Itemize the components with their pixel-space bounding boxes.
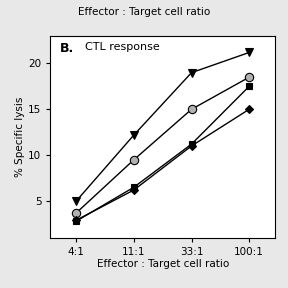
Text: B.: B. bbox=[59, 42, 74, 55]
Text: CTL response: CTL response bbox=[85, 42, 160, 52]
Text: Effector : Target cell ratio: Effector : Target cell ratio bbox=[78, 7, 210, 17]
X-axis label: Effector : Target cell ratio: Effector : Target cell ratio bbox=[96, 259, 229, 269]
Y-axis label: % Specific lysis: % Specific lysis bbox=[15, 96, 25, 177]
